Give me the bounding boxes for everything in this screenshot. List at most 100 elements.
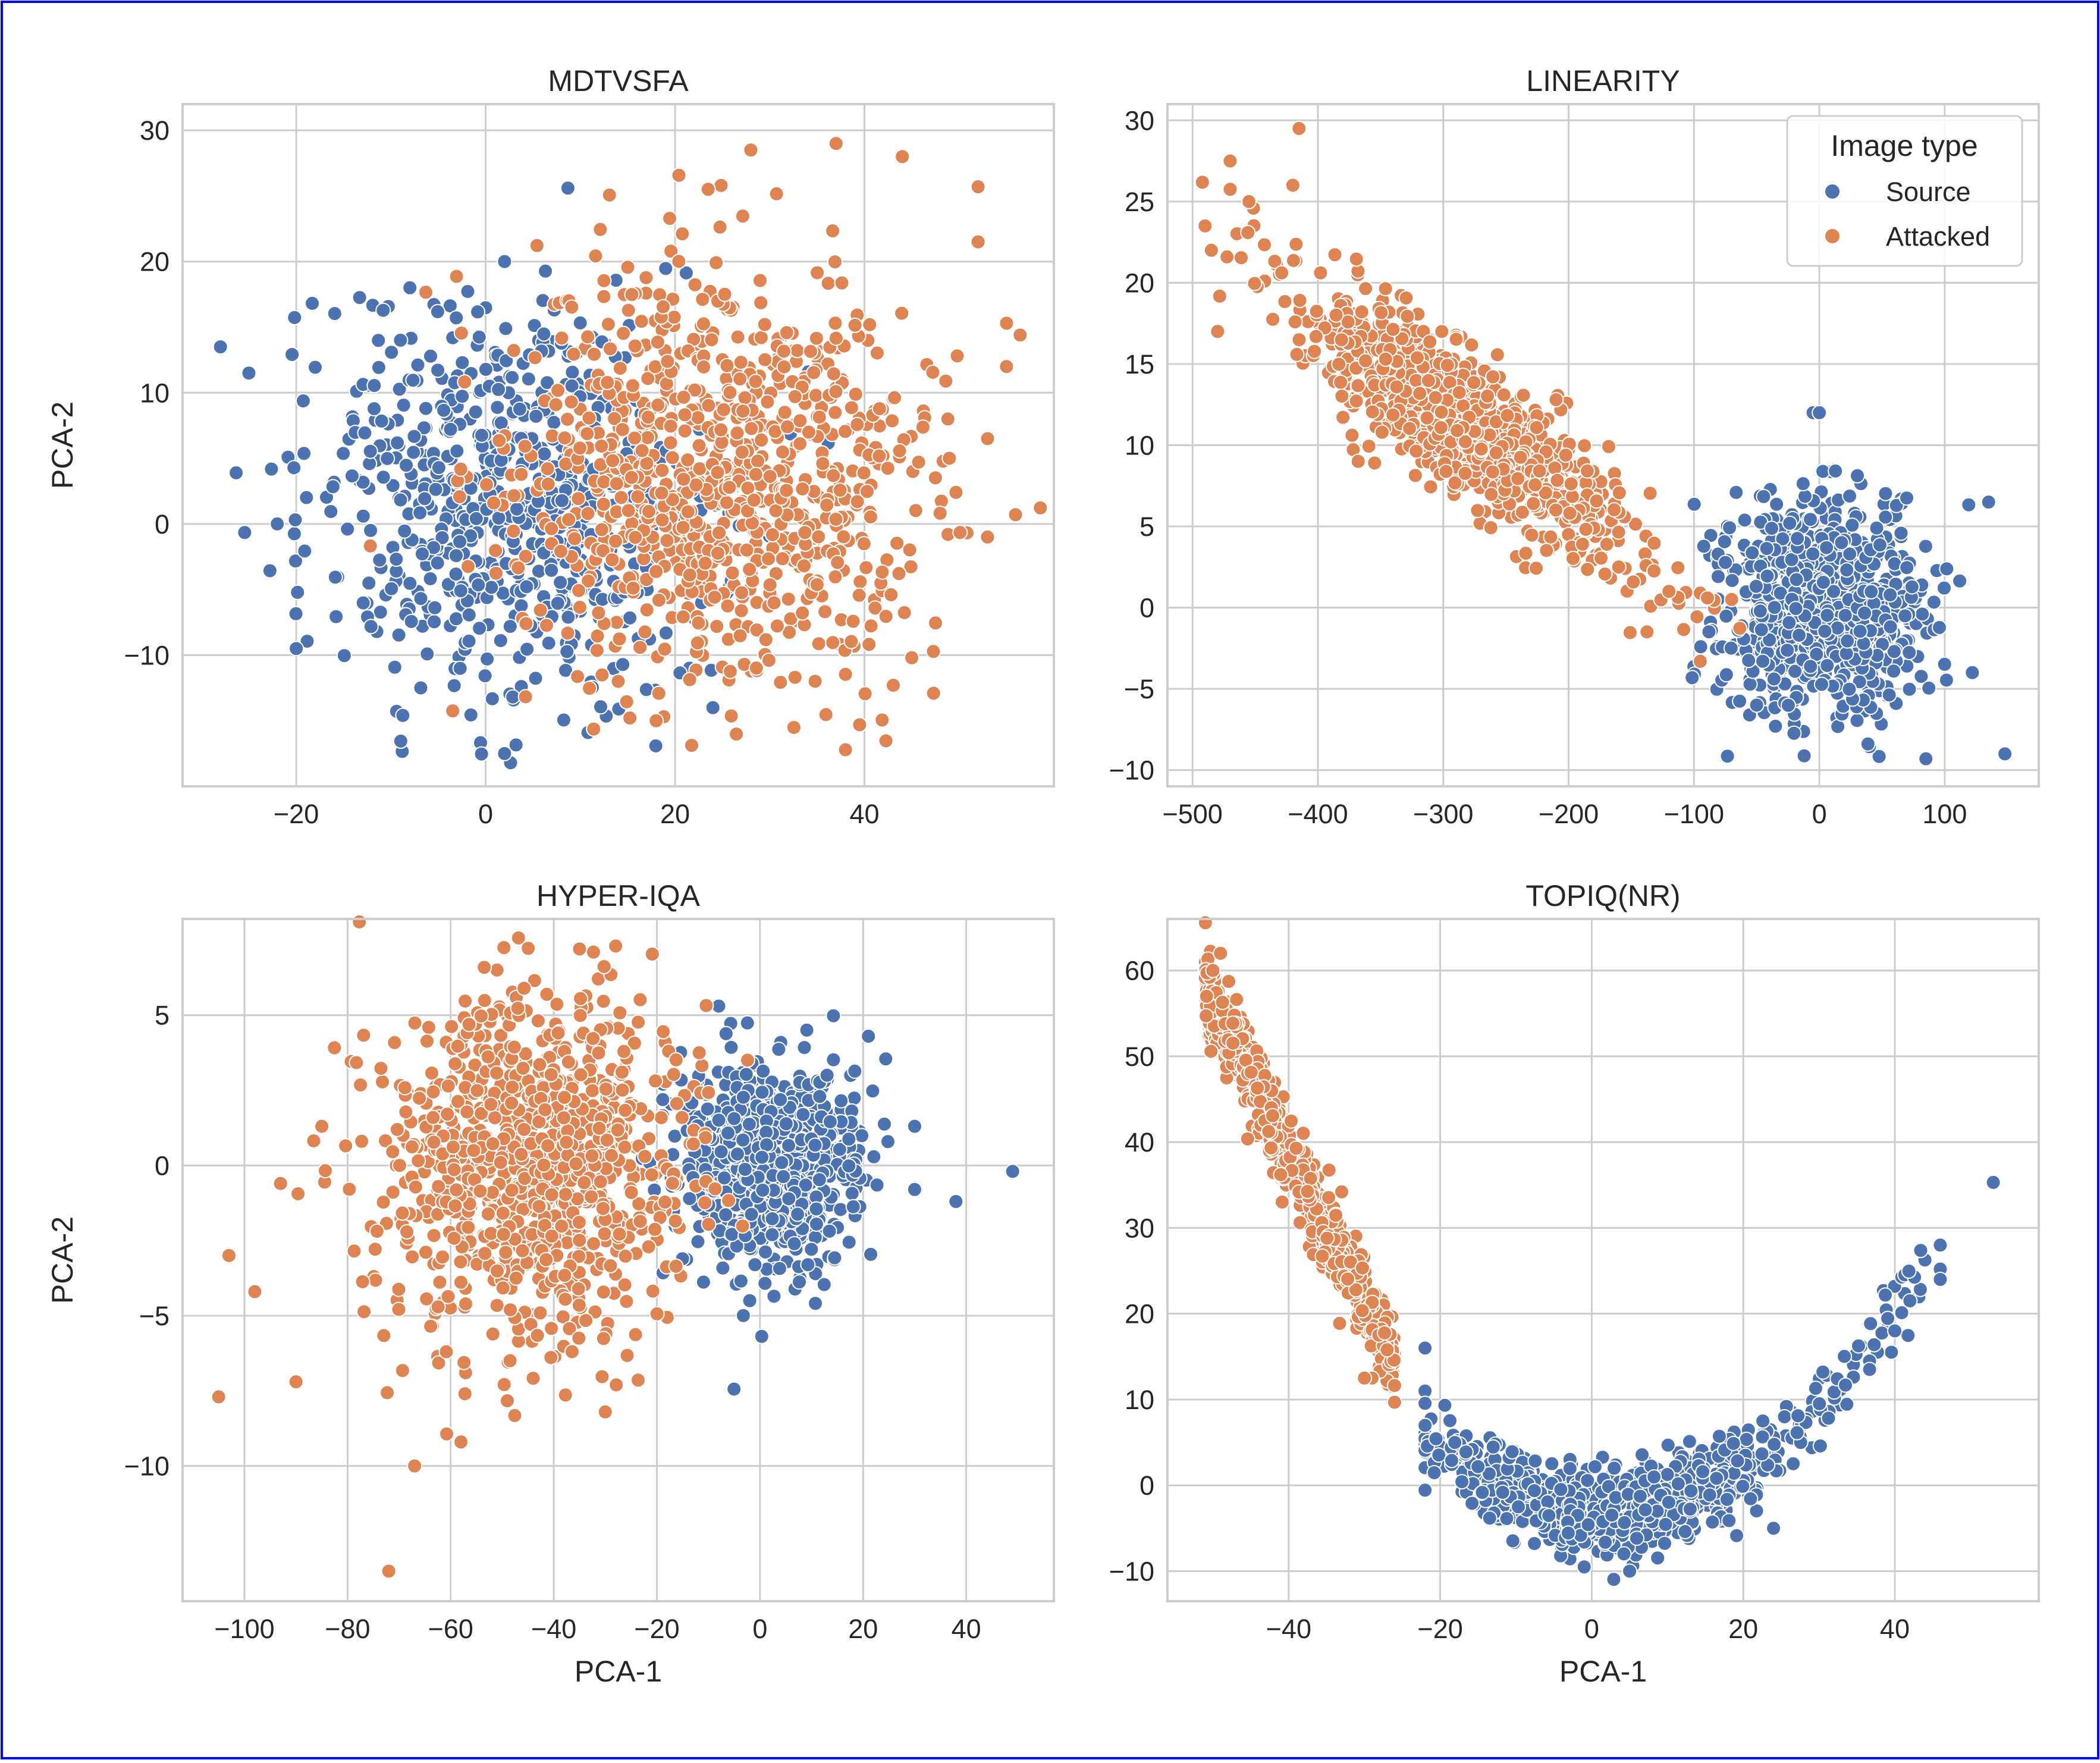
point-source: [781, 1191, 796, 1206]
point-source: [801, 1257, 815, 1272]
point-attacked: [1242, 195, 1256, 209]
point-source: [1840, 634, 1854, 648]
point-source: [833, 1203, 847, 1217]
point-attacked: [422, 1020, 436, 1034]
point-source: [706, 701, 720, 715]
point-source: [1743, 677, 1757, 691]
point-attacked: [1549, 393, 1563, 407]
point-attacked: [628, 531, 642, 545]
point-attacked: [1467, 375, 1481, 390]
point-source: [287, 526, 302, 541]
point-attacked: [440, 1427, 454, 1441]
point-attacked: [864, 619, 878, 633]
point-source: [1840, 563, 1854, 577]
point-attacked: [1288, 315, 1302, 329]
point-attacked: [1379, 352, 1393, 366]
point-attacked: [1336, 410, 1350, 425]
point-attacked: [601, 317, 616, 331]
point-source: [1767, 672, 1781, 686]
point-attacked: [1420, 411, 1434, 425]
point-source: [845, 1186, 859, 1200]
point-source: [1741, 653, 1756, 667]
point-attacked: [1355, 305, 1369, 319]
point-attacked: [1335, 389, 1349, 403]
point-source: [787, 1237, 802, 1251]
point-attacked: [1564, 477, 1578, 491]
point-attacked: [1526, 497, 1540, 511]
point-attacked: [655, 463, 669, 478]
point-source: [1798, 490, 1812, 504]
point-attacked: [681, 504, 695, 519]
point-attacked: [723, 664, 737, 679]
point-attacked: [1489, 446, 1503, 460]
point-attacked: [518, 439, 532, 453]
point-attacked: [1351, 454, 1366, 469]
point-attacked: [357, 1304, 371, 1319]
point-attacked: [742, 562, 756, 576]
point-attacked: [1400, 309, 1414, 324]
point-attacked: [1577, 438, 1592, 453]
point-attacked: [387, 1036, 401, 1050]
point-attacked: [641, 410, 655, 424]
point-source: [616, 657, 630, 672]
point-attacked: [1351, 378, 1366, 393]
point-source: [296, 394, 310, 408]
point-attacked: [549, 397, 563, 412]
point-attacked: [588, 249, 602, 263]
point-source: [1927, 595, 1941, 609]
point-attacked: [806, 365, 821, 379]
point-source: [1732, 694, 1747, 708]
point-attacked: [1612, 560, 1626, 574]
point-source: [1834, 535, 1848, 550]
point-attacked: [808, 674, 823, 688]
point-source: [367, 401, 381, 416]
point-source: [544, 563, 558, 578]
point-source: [1842, 682, 1856, 697]
point-attacked: [595, 1370, 609, 1384]
point-attacked: [457, 1356, 471, 1370]
x-tick-label: 100: [1922, 799, 1967, 829]
point-attacked: [627, 431, 642, 446]
point-attacked: [1289, 237, 1303, 252]
point-attacked: [486, 496, 501, 510]
point-attacked: [1612, 525, 1626, 539]
point-source: [419, 401, 433, 416]
point-attacked: [660, 534, 674, 548]
point-attacked: [616, 327, 630, 341]
point-source: [1878, 487, 1892, 501]
point-source: [529, 671, 543, 685]
point-attacked: [819, 707, 833, 721]
point-attacked: [852, 588, 867, 603]
point-source: [771, 1042, 786, 1056]
point-attacked: [770, 619, 784, 633]
point-attacked: [649, 564, 663, 579]
point-attacked: [626, 378, 640, 393]
point-source: [796, 1108, 810, 1122]
point-attacked: [1408, 468, 1423, 482]
point-source: [1898, 608, 1912, 623]
point-source: [1842, 489, 1857, 503]
point-source: [808, 1296, 823, 1310]
point-source: [696, 1275, 711, 1290]
point-source: [393, 333, 407, 347]
point-attacked: [1421, 374, 1436, 388]
point-attacked: [1328, 247, 1342, 262]
point-attacked: [797, 559, 811, 573]
point-attacked: [1607, 503, 1621, 517]
point-attacked: [1565, 490, 1580, 504]
point-source: [1919, 539, 1933, 554]
point-attacked: [1640, 625, 1654, 639]
point-attacked: [652, 593, 666, 607]
point-attacked: [595, 668, 609, 682]
point-attacked: [1566, 551, 1580, 566]
point-source: [1803, 659, 1818, 673]
point-source: [490, 400, 504, 415]
point-attacked: [829, 136, 843, 150]
point-attacked: [690, 636, 705, 650]
point-attacked: [999, 316, 1013, 330]
point-source: [1718, 556, 1732, 570]
point-source: [1697, 539, 1711, 553]
point-source: [774, 1156, 789, 1170]
point-attacked: [1543, 530, 1558, 544]
point-attacked: [1358, 281, 1373, 296]
